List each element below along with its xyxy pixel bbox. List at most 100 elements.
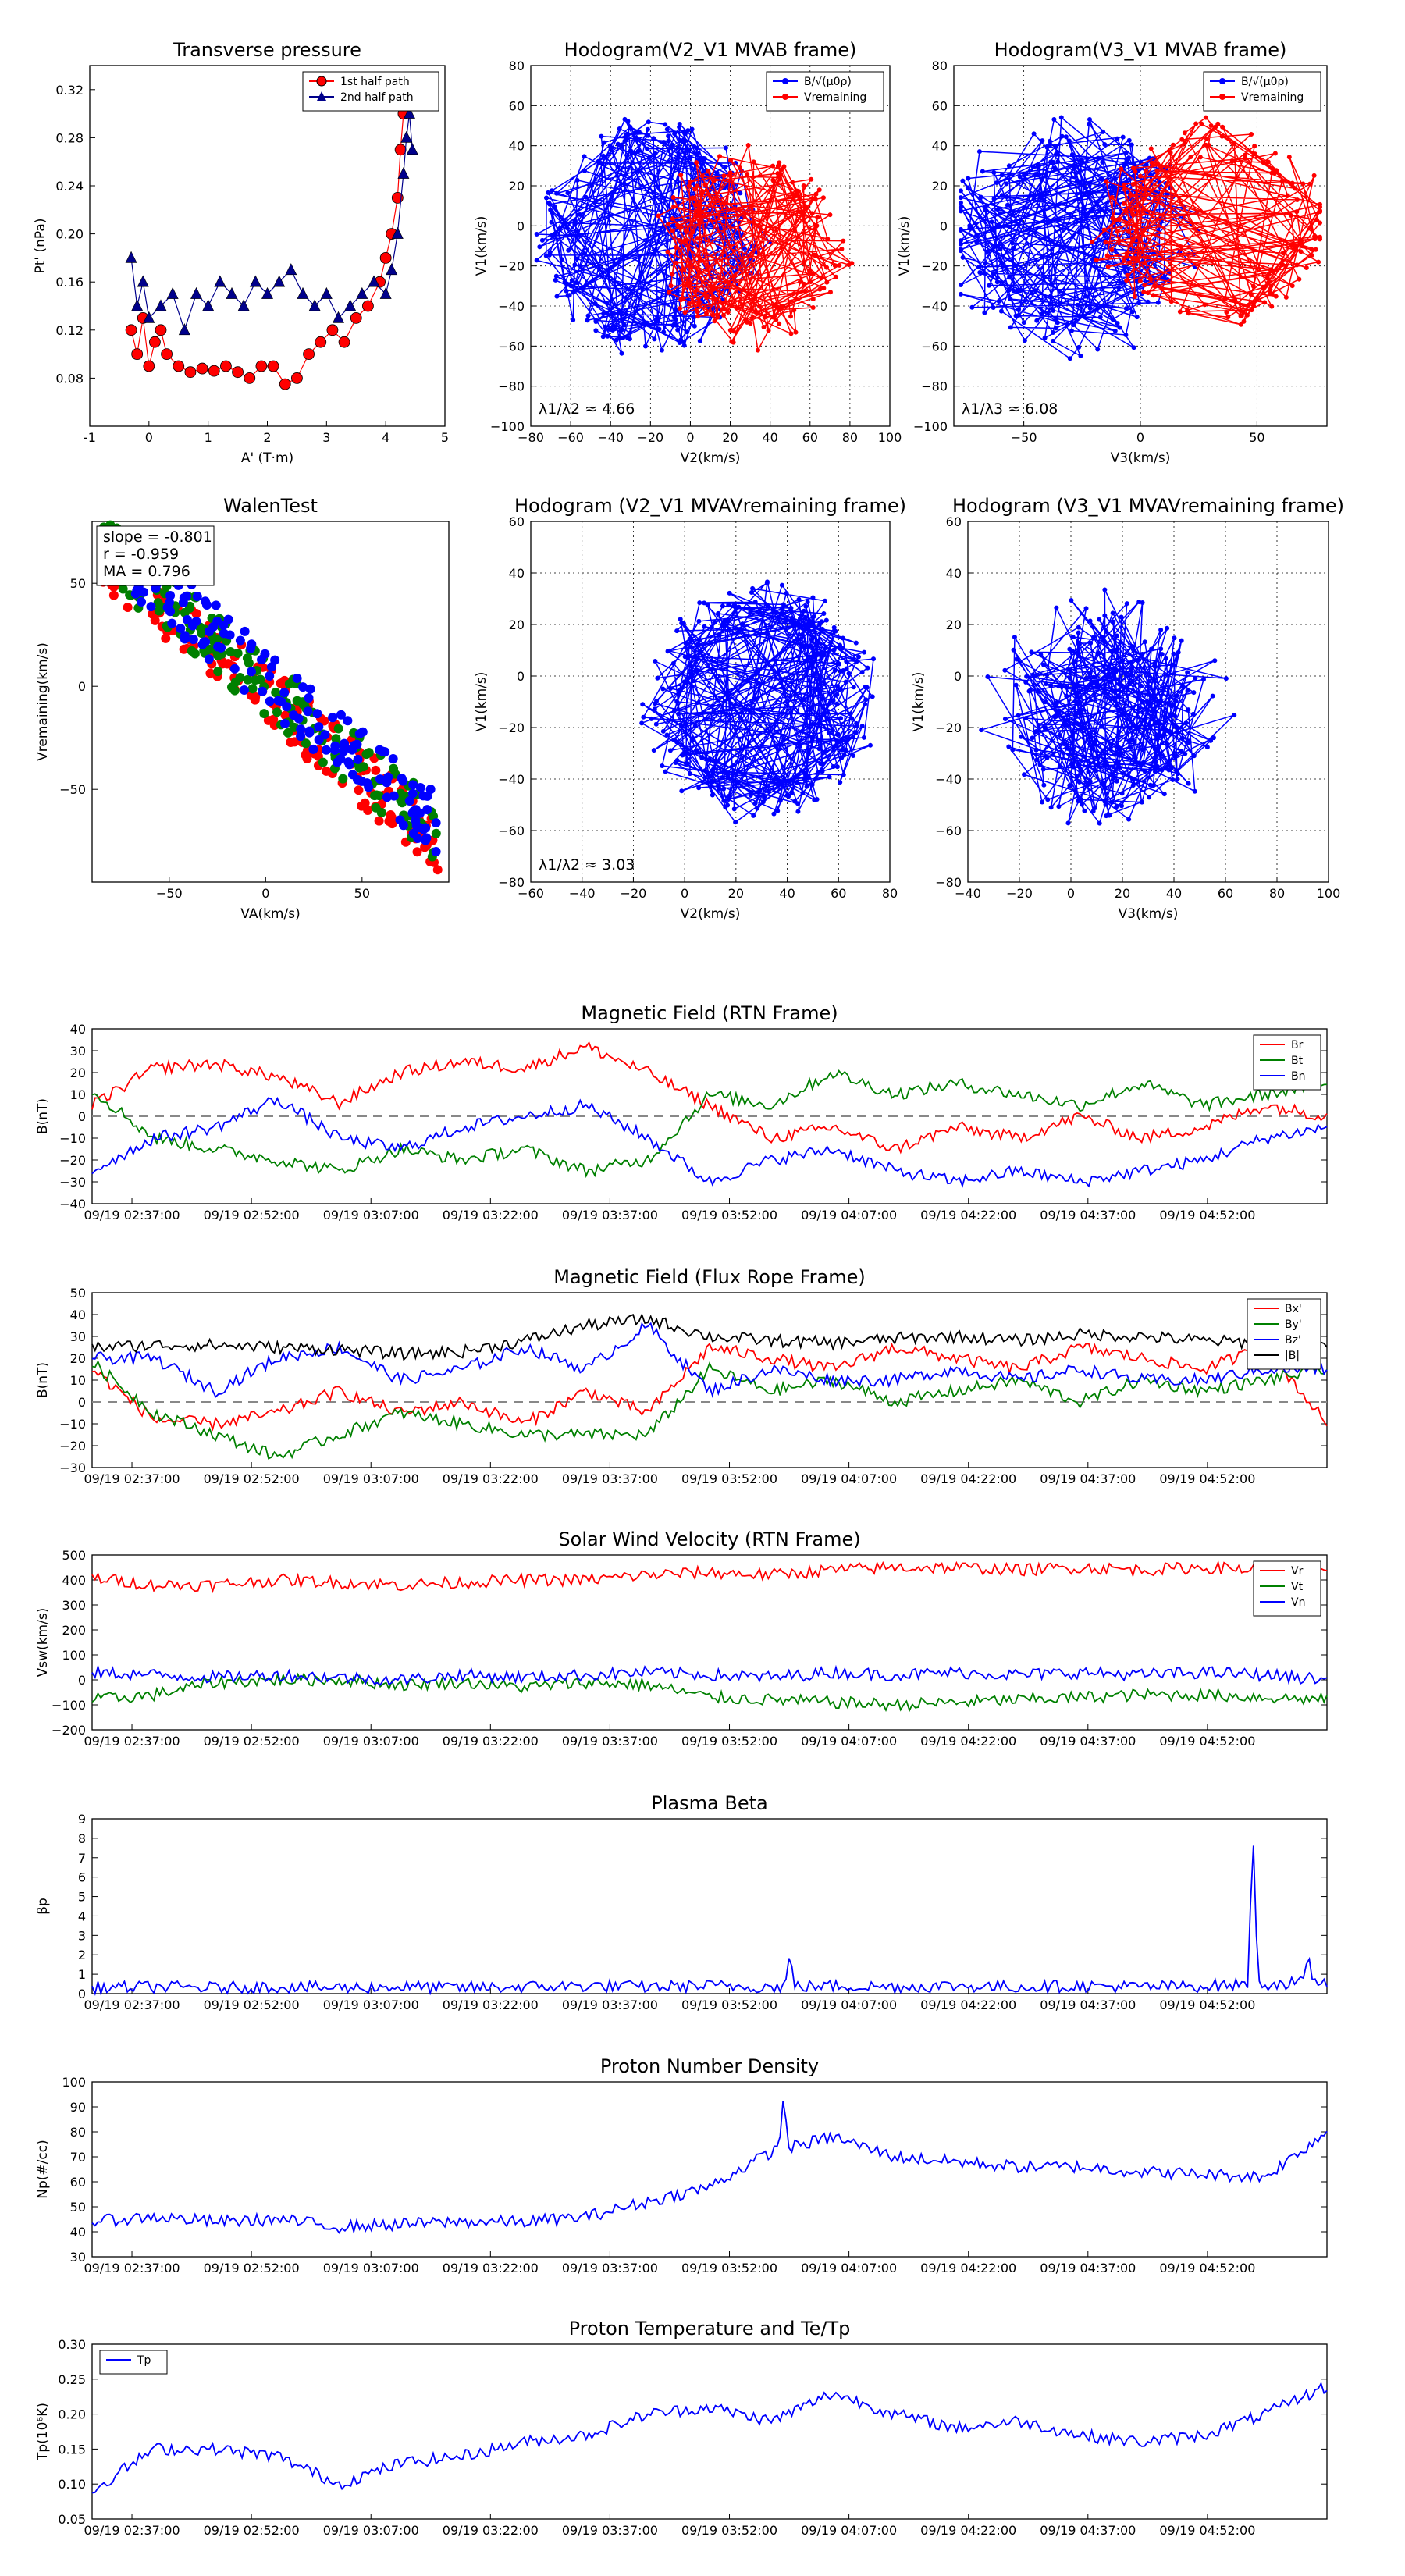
hodogram_v2_mvab-trace-point bbox=[574, 279, 579, 285]
hodogram_v2_mvav-trace-point bbox=[781, 602, 786, 607]
hodogram_v3_mvav-ytick-label: −60 bbox=[935, 824, 962, 838]
hodogram_v3_mvab-trace-point bbox=[1225, 315, 1231, 320]
walen_test-point bbox=[205, 668, 215, 678]
hodogram_v2_mvab-trace-point bbox=[790, 180, 795, 185]
hodogram_v3_mvav-trace-point bbox=[1069, 597, 1074, 603]
hodogram_v3_mvav-trace-point bbox=[1108, 746, 1113, 752]
transverse_pressure-panel: Transverse pressure -1 0 1 2 3 4 5 0.08 0.12 0.16 0… bbox=[33, 39, 449, 466]
sw_velocity-legend bbox=[1253, 1560, 1321, 1617]
hodogram_v3_mvab-trace-point bbox=[1129, 142, 1134, 148]
hodogram_v2_mvab-trace-point bbox=[614, 337, 619, 343]
hodogram_v3_mvab-trace-point bbox=[1094, 306, 1100, 311]
hodogram_v2_mvab-trace-point bbox=[646, 133, 651, 138]
hodogram_v3_mvav-trace-point bbox=[1090, 680, 1095, 685]
hodogram_v3_mvab-trace-point bbox=[994, 180, 999, 186]
walen_test-point bbox=[418, 791, 429, 801]
hodogram_v3_mvav-trace-point bbox=[1179, 749, 1184, 754]
walen_test-point bbox=[411, 816, 421, 826]
walen_test-point bbox=[296, 731, 306, 742]
hodogram_v3_mvav-trace-point bbox=[1142, 769, 1147, 774]
transverse_pressure-point bbox=[386, 263, 398, 276]
transverse_pressure-point bbox=[237, 299, 250, 311]
hodogram_v3_mvav-trace-point bbox=[1114, 804, 1119, 809]
sw_velocity-ytick-label: 0 bbox=[78, 1673, 86, 1688]
hodogram_v2_mvav-trace-point bbox=[777, 798, 783, 803]
plasma_beta-xtick-label: 09/19 04:52:00 bbox=[1159, 1998, 1255, 2012]
hodogram_v3_mvav-trace-point bbox=[1211, 735, 1216, 741]
walen_test-point bbox=[273, 696, 283, 706]
hodogram_v3_mvav-trace-point bbox=[1119, 791, 1125, 796]
hodogram_v3_mvav-trace-point bbox=[1034, 757, 1040, 763]
hodogram_v3_mvab-trace-point bbox=[1127, 260, 1133, 265]
hodogram_v3_mvav-trace-point bbox=[1065, 745, 1070, 751]
hodogram_v2_mvab-trace-point bbox=[720, 301, 725, 306]
proton_density-ytick-label: 60 bbox=[70, 2175, 86, 2190]
hodogram_v2_mvav-trace-point bbox=[814, 650, 820, 656]
plasma_beta-ytick-label: 9 bbox=[78, 1812, 86, 1827]
sw_velocity-ytick-label: −200 bbox=[52, 1723, 86, 1738]
hodogram_v3_mvab-trace-point bbox=[1248, 292, 1254, 297]
hodogram_v2_mvab-trace-point bbox=[617, 328, 623, 333]
hodogram_v3_mvav-trace-point bbox=[1064, 693, 1069, 699]
hodogram_v3_mvab-trace-point bbox=[1104, 303, 1109, 308]
hodogram_v2_mvab-trace-point bbox=[602, 140, 607, 145]
hodogram_v2_mvab-trace-point bbox=[728, 158, 734, 163]
hodogram_v3_mvav-trace-point bbox=[1129, 672, 1134, 678]
hodogram_v2_mvab-ytick-label: 60 bbox=[509, 98, 525, 113]
hodogram_v3_mvav-trace-point bbox=[1076, 763, 1081, 768]
hodogram_v3_mvav-trace-point bbox=[1163, 656, 1168, 661]
plasma_beta-ytick-label: 8 bbox=[78, 1831, 86, 1846]
walen_test-point bbox=[352, 739, 362, 749]
hodogram_v2_mvav-trace-point bbox=[716, 782, 721, 788]
hodogram_v2_mvab-trace-point bbox=[809, 211, 815, 216]
hodogram_v2_mvab-xtick-label: 0 bbox=[686, 430, 694, 445]
hodogram_v3_mvav-trace-point bbox=[1172, 635, 1177, 641]
hodogram_v2_mvav-trace-point bbox=[843, 747, 848, 753]
hodogram_v2_mvav-trace-point bbox=[654, 698, 660, 703]
hodogram_v2_mvav-trace-point bbox=[678, 617, 683, 622]
hodogram_v2_mvav-trace-point bbox=[805, 626, 810, 632]
transverse_pressure-point bbox=[232, 366, 244, 379]
hodogram_v2_mvav-trace-point bbox=[750, 585, 756, 591]
hodogram_v3_mvav-xtick-label: −20 bbox=[1006, 886, 1033, 901]
hodogram_v3_mvav-trace-point bbox=[1045, 797, 1051, 802]
hodogram_v2_mvab-trace-point bbox=[797, 209, 802, 215]
hodogram_v2_mvab-trace-point bbox=[751, 159, 756, 165]
proton_temperature-legend bbox=[99, 2350, 168, 2375]
hodogram_v3_mvav-trace-point bbox=[1130, 783, 1136, 788]
mag_rtn-ytick-label: −20 bbox=[59, 1153, 86, 1168]
hodogram_v2_mvav-trace-point bbox=[833, 628, 838, 634]
hodogram_v2_mvab-trace-point bbox=[557, 226, 562, 232]
hodogram_v2_mvav-trace-point bbox=[803, 603, 809, 609]
hodogram_v2_mvab-trace-point bbox=[802, 289, 808, 294]
hodogram_v3_mvav-trace-point bbox=[1066, 667, 1072, 673]
hodogram_v3_mvav-trace-point bbox=[1210, 693, 1215, 699]
transverse_pressure-point bbox=[161, 348, 173, 361]
hodogram_v2_mvav-trace-point bbox=[870, 656, 876, 662]
hodogram_v3_mvav-trace-point bbox=[1030, 735, 1035, 741]
hodogram_v2_mvab-ytick-label: −20 bbox=[498, 259, 525, 274]
mag_rtn-ytick-label: 0 bbox=[78, 1109, 86, 1124]
hodogram_v3_mvav-trace-point bbox=[1014, 656, 1019, 662]
walen_test-point bbox=[418, 824, 429, 834]
walen_test-xtick-label: 50 bbox=[354, 886, 370, 901]
hodogram_v3_mvab-trace-point bbox=[1215, 121, 1221, 126]
walen_test-ytick-label: 50 bbox=[70, 576, 86, 591]
hodogram_v3_mvab-trace-point bbox=[1078, 158, 1083, 163]
hodogram_v2_mvav-trace-point bbox=[820, 769, 825, 774]
walen_test-point bbox=[188, 635, 198, 645]
mag_rtn-ytick-label: 40 bbox=[70, 1022, 86, 1037]
hodogram_v3_mvab-trace-point bbox=[1131, 255, 1136, 261]
hodogram_v2_mvav-trace-point bbox=[805, 600, 810, 605]
hodogram_v2_mvab-trace-point bbox=[711, 178, 717, 183]
sw_velocity-legend-label: Vr bbox=[1291, 1565, 1304, 1578]
hodogram_v3_mvav-trace-point bbox=[1154, 763, 1160, 769]
sw_velocity-ytick-label: 400 bbox=[62, 1573, 86, 1588]
hodogram_v2_mvav-trace-point bbox=[816, 770, 821, 775]
hodogram_v3_mvav-trace-point bbox=[1175, 777, 1180, 782]
hodogram_v2_mvab-legend-label: Vremaining bbox=[804, 91, 866, 104]
hodogram_v2_mvav-trace-point bbox=[723, 804, 728, 809]
proton_temperature-ylabel: Tp(10⁶K) bbox=[35, 2403, 51, 2461]
walen_test-point bbox=[353, 754, 363, 764]
transverse_pressure-ytick-label: 0.08 bbox=[55, 371, 84, 386]
